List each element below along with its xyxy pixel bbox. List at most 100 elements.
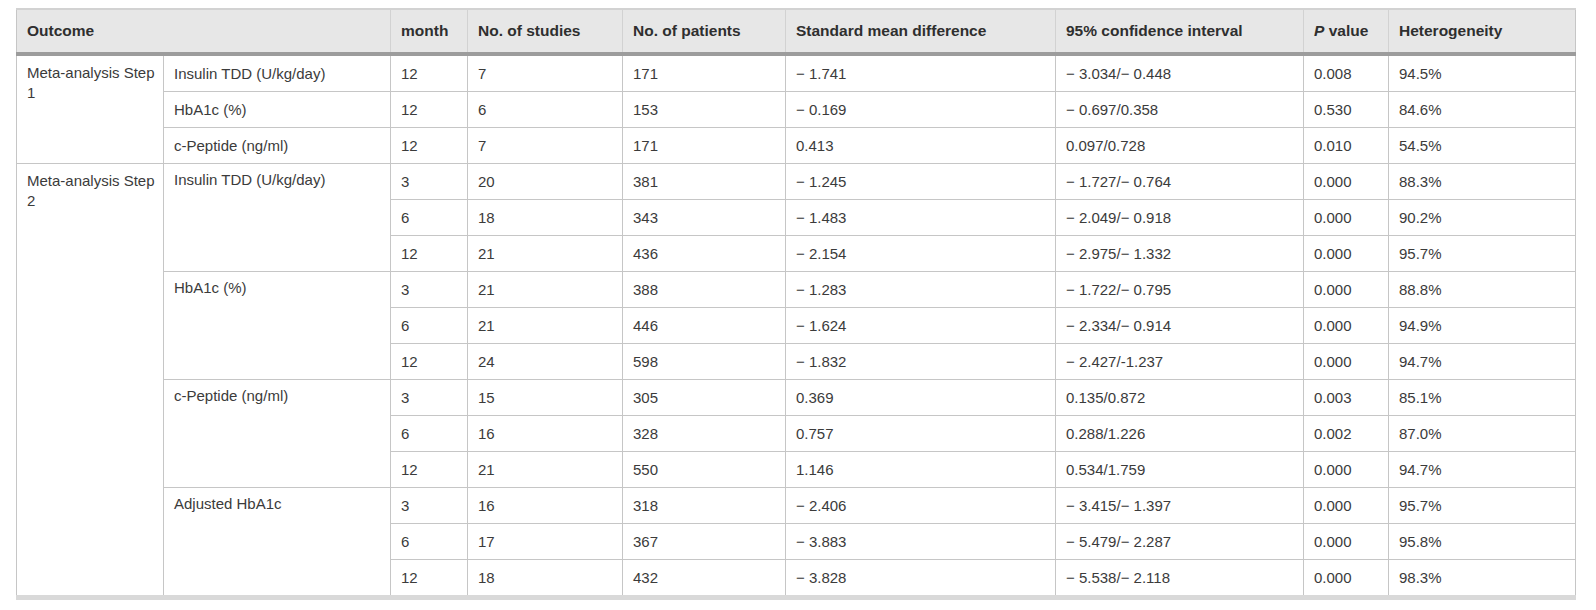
cell-studies: 20 bbox=[468, 164, 623, 200]
cell-het: 88.8% bbox=[1389, 272, 1576, 308]
cell-p: 0.002 bbox=[1304, 416, 1389, 452]
col-header-ci: 95% confidence interval bbox=[1056, 9, 1304, 54]
cell-studies: 21 bbox=[468, 272, 623, 308]
cell-studies: 15 bbox=[468, 380, 623, 416]
table-row: HbA1c (%) 3 21 388 − 1.283 − 1.722/− 0.7… bbox=[17, 272, 1576, 308]
cell-month: 3 bbox=[391, 380, 468, 416]
cell-smd: − 2.406 bbox=[786, 488, 1056, 524]
cell-studies: 16 bbox=[468, 416, 623, 452]
cell-p: 0.000 bbox=[1304, 452, 1389, 488]
cell-studies: 21 bbox=[468, 452, 623, 488]
col-header-smd: Standard mean difference bbox=[786, 9, 1056, 54]
cell-studies: 18 bbox=[468, 200, 623, 236]
cell-smd: − 1.245 bbox=[786, 164, 1056, 200]
measure-cell: HbA1c (%) bbox=[164, 272, 391, 380]
measure-cell: c-Peptide (ng/ml) bbox=[164, 128, 391, 164]
cell-month: 12 bbox=[391, 452, 468, 488]
table-row: c-Peptide (ng/ml) 12 7 171 0.413 0.097/0… bbox=[17, 128, 1576, 164]
measure-cell: Insulin TDD (U/kg/day) bbox=[164, 164, 391, 272]
cell-patients: 367 bbox=[623, 524, 786, 560]
cell-smd: − 1.483 bbox=[786, 200, 1056, 236]
cell-het: 98.3% bbox=[1389, 560, 1576, 598]
col-header-patients: No. of patients bbox=[623, 9, 786, 54]
table-row: Meta-analysis Step 2 Insulin TDD (U/kg/d… bbox=[17, 164, 1576, 200]
cell-ci: 0.135/0.872 bbox=[1056, 380, 1304, 416]
table-row: Adjusted HbA1c 3 16 318 − 2.406 − 3.415/… bbox=[17, 488, 1576, 524]
cell-month: 12 bbox=[391, 54, 468, 92]
cell-smd: − 1.283 bbox=[786, 272, 1056, 308]
p-italic: P bbox=[1314, 22, 1324, 39]
cell-p: 0.000 bbox=[1304, 488, 1389, 524]
cell-p: 0.003 bbox=[1304, 380, 1389, 416]
measure-cell: Adjusted HbA1c bbox=[164, 488, 391, 598]
cell-patients: 388 bbox=[623, 272, 786, 308]
cell-studies: 6 bbox=[468, 92, 623, 128]
cell-month: 6 bbox=[391, 308, 468, 344]
cell-ci: − 5.538/− 2.118 bbox=[1056, 560, 1304, 598]
table-header: Outcome month No. of studies No. of pati… bbox=[17, 9, 1576, 54]
cell-patients: 305 bbox=[623, 380, 786, 416]
cell-patients: 432 bbox=[623, 560, 786, 598]
cell-month: 3 bbox=[391, 164, 468, 200]
cell-month: 12 bbox=[391, 128, 468, 164]
cell-smd: − 1.832 bbox=[786, 344, 1056, 380]
measure-cell: HbA1c (%) bbox=[164, 92, 391, 128]
cell-ci: − 2.049/− 0.918 bbox=[1056, 200, 1304, 236]
cell-het: 94.5% bbox=[1389, 54, 1576, 92]
cell-patients: 343 bbox=[623, 200, 786, 236]
cell-patients: 171 bbox=[623, 54, 786, 92]
cell-patients: 436 bbox=[623, 236, 786, 272]
cell-p: 0.000 bbox=[1304, 272, 1389, 308]
cell-studies: 18 bbox=[468, 560, 623, 598]
cell-month: 6 bbox=[391, 524, 468, 560]
cell-patients: 550 bbox=[623, 452, 786, 488]
cell-het: 94.7% bbox=[1389, 452, 1576, 488]
cell-smd: 0.369 bbox=[786, 380, 1056, 416]
cell-het: 95.8% bbox=[1389, 524, 1576, 560]
cell-smd: 0.757 bbox=[786, 416, 1056, 452]
cell-ci: 0.534/1.759 bbox=[1056, 452, 1304, 488]
cell-ci: − 1.727/− 0.764 bbox=[1056, 164, 1304, 200]
cell-month: 12 bbox=[391, 92, 468, 128]
cell-het: 95.7% bbox=[1389, 236, 1576, 272]
cell-p: 0.010 bbox=[1304, 128, 1389, 164]
group-cell-step2: Meta-analysis Step 2 bbox=[17, 164, 164, 598]
meta-analysis-results-panel: Outcome month No. of studies No. of pati… bbox=[16, 8, 1575, 600]
cell-month: 6 bbox=[391, 200, 468, 236]
col-header-studies: No. of studies bbox=[468, 9, 623, 54]
cell-ci: − 2.975/− 1.332 bbox=[1056, 236, 1304, 272]
cell-patients: 318 bbox=[623, 488, 786, 524]
cell-het: 94.7% bbox=[1389, 344, 1576, 380]
cell-ci: 0.097/0.728 bbox=[1056, 128, 1304, 164]
cell-smd: − 1.624 bbox=[786, 308, 1056, 344]
cell-studies: 21 bbox=[468, 308, 623, 344]
cell-patients: 171 bbox=[623, 128, 786, 164]
cell-patients: 153 bbox=[623, 92, 786, 128]
table-row: Meta-analysis Step 1 Insulin TDD (U/kg/d… bbox=[17, 54, 1576, 92]
cell-smd: − 3.828 bbox=[786, 560, 1056, 598]
cell-studies: 21 bbox=[468, 236, 623, 272]
cell-ci: − 0.697/0.358 bbox=[1056, 92, 1304, 128]
cell-patients: 598 bbox=[623, 344, 786, 380]
cell-studies: 17 bbox=[468, 524, 623, 560]
cell-studies: 24 bbox=[468, 344, 623, 380]
cell-studies: 7 bbox=[468, 128, 623, 164]
cell-het: 87.0% bbox=[1389, 416, 1576, 452]
group-cell-step1: Meta-analysis Step 1 bbox=[17, 54, 164, 164]
cell-patients: 381 bbox=[623, 164, 786, 200]
cell-het: 90.2% bbox=[1389, 200, 1576, 236]
cell-p: 0.000 bbox=[1304, 236, 1389, 272]
cell-p: 0.000 bbox=[1304, 200, 1389, 236]
table-body: Meta-analysis Step 1 Insulin TDD (U/kg/d… bbox=[17, 54, 1576, 598]
cell-ci: − 5.479/− 2.287 bbox=[1056, 524, 1304, 560]
cell-smd: − 3.883 bbox=[786, 524, 1056, 560]
table-row: c-Peptide (ng/ml) 3 15 305 0.369 0.135/0… bbox=[17, 380, 1576, 416]
p-rest: value bbox=[1324, 22, 1368, 39]
cell-het: 95.7% bbox=[1389, 488, 1576, 524]
header-row: Outcome month No. of studies No. of pati… bbox=[17, 9, 1576, 54]
cell-smd: − 2.154 bbox=[786, 236, 1056, 272]
cell-p: 0.000 bbox=[1304, 344, 1389, 380]
cell-month: 12 bbox=[391, 236, 468, 272]
cell-ci: 0.288/1.226 bbox=[1056, 416, 1304, 452]
cell-smd: − 1.741 bbox=[786, 54, 1056, 92]
